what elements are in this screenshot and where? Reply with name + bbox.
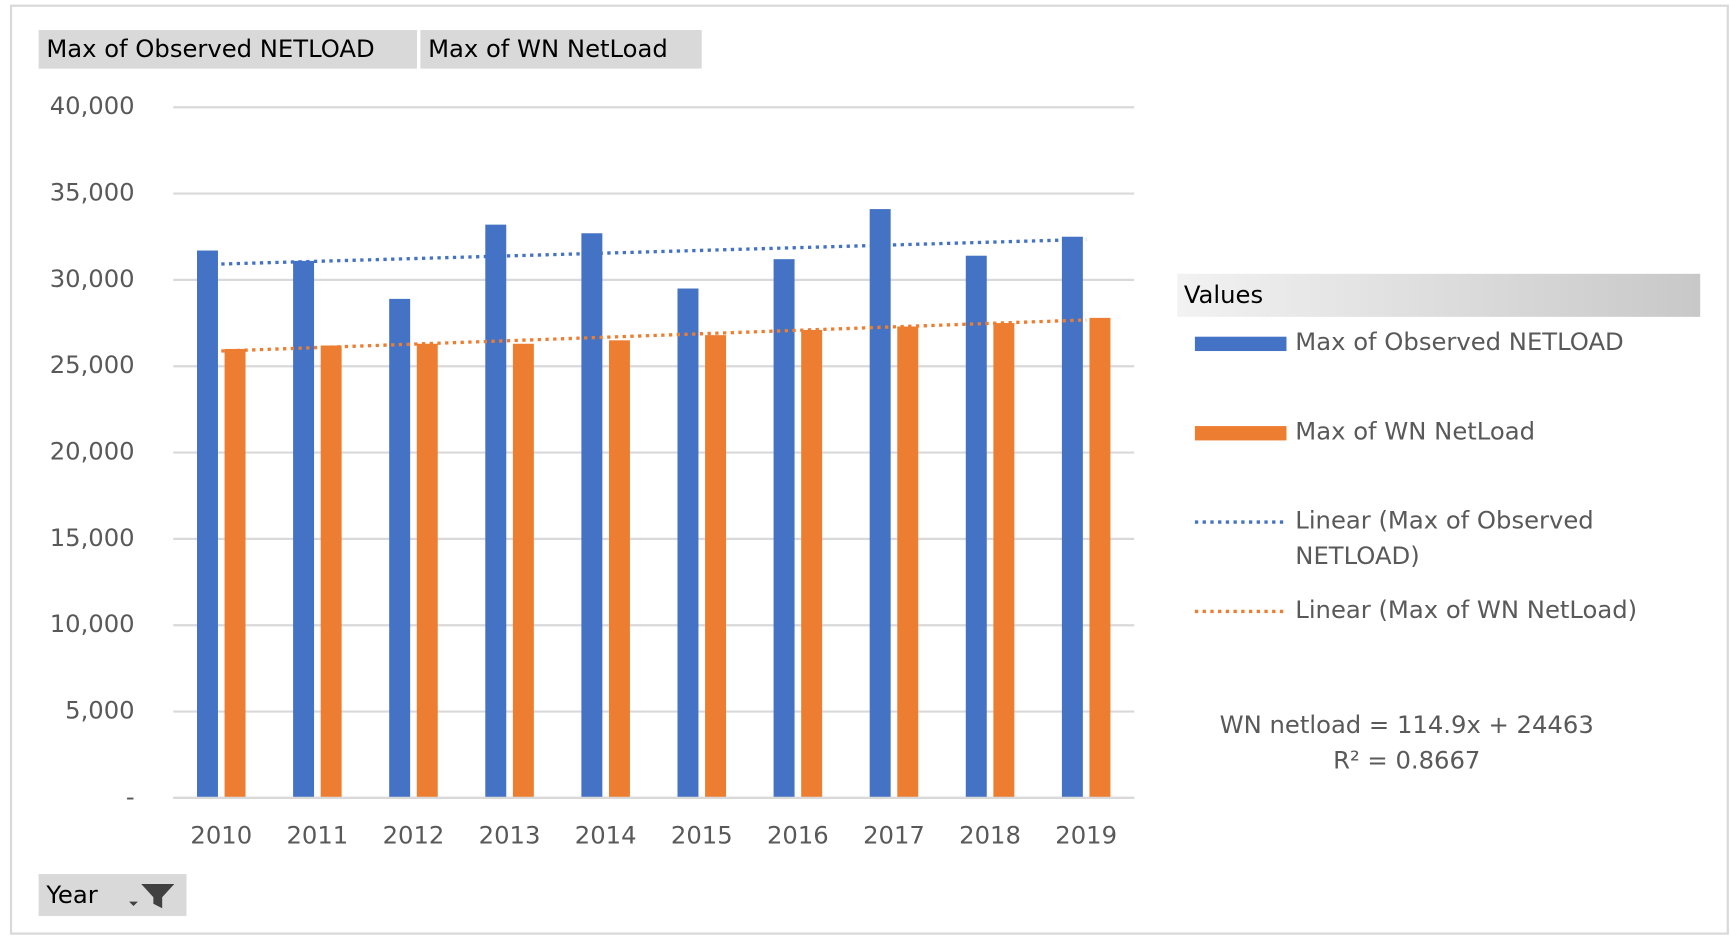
x-tick-label: 2013 bbox=[479, 821, 541, 850]
y-tick-label: 35,000 bbox=[50, 178, 135, 207]
bar bbox=[224, 348, 246, 798]
dropdown-icon bbox=[129, 901, 138, 907]
legend-label: Max of Observed NETLOAD bbox=[1295, 328, 1624, 357]
legend-title: Values bbox=[1184, 280, 1263, 309]
x-tick-label: 2015 bbox=[671, 821, 733, 850]
annotation: WN netload = 114.9x + 24463 bbox=[1220, 710, 1594, 739]
field-button[interactable]: Max of Observed NETLOAD bbox=[38, 29, 418, 69]
x-tick-label: 2014 bbox=[575, 821, 637, 850]
legend-label: Linear (Max of WN NetLoad) bbox=[1295, 597, 1638, 625]
bar bbox=[485, 224, 507, 798]
bar bbox=[196, 250, 218, 798]
bar bbox=[993, 323, 1015, 798]
y-tick-label: - bbox=[126, 782, 135, 811]
annotation: R² = 0.8667 bbox=[1333, 745, 1480, 774]
x-tick-label: 2016 bbox=[767, 821, 829, 850]
trendline bbox=[221, 237, 1087, 266]
bar bbox=[965, 255, 987, 798]
y-tick-label: 10,000 bbox=[50, 609, 135, 638]
x-tick-label: 2018 bbox=[959, 821, 1021, 850]
y-tick-label: 20,000 bbox=[50, 437, 135, 466]
bar bbox=[293, 260, 315, 798]
x-tick-label: 2019 bbox=[1055, 821, 1117, 850]
y-tick-label: 30,000 bbox=[50, 264, 135, 293]
bar bbox=[416, 343, 438, 798]
bar bbox=[801, 329, 823, 798]
y-tick-label: 5,000 bbox=[65, 696, 134, 725]
trendline bbox=[221, 318, 1087, 353]
field-button[interactable]: Max of WN NetLoad bbox=[420, 29, 702, 69]
legend-label: Max of WN NetLoad bbox=[1295, 418, 1536, 446]
y-tick-label: 25,000 bbox=[50, 350, 135, 379]
button-bg bbox=[420, 29, 702, 69]
button-bg bbox=[38, 29, 418, 69]
button-label: Year bbox=[45, 880, 97, 909]
legend-label-box: Linear (Max of Observed NETLOAD) bbox=[1295, 507, 1594, 571]
bar bbox=[320, 345, 342, 798]
bar bbox=[512, 343, 534, 798]
x-tick-label: 2011 bbox=[286, 821, 348, 850]
button-label: Max of WN NetLoad bbox=[428, 34, 668, 63]
bar bbox=[608, 340, 630, 798]
bar bbox=[677, 288, 699, 798]
x-tick-label: 2012 bbox=[383, 821, 445, 850]
bar bbox=[897, 326, 919, 798]
legend-label-box: Max of WN NetLoad bbox=[1295, 418, 1536, 446]
bar bbox=[869, 209, 891, 798]
legend-swatch bbox=[1194, 336, 1287, 352]
x-tick-label: 2010 bbox=[190, 821, 252, 850]
bar bbox=[1089, 317, 1111, 798]
bar bbox=[705, 335, 727, 798]
legend-header bbox=[1177, 273, 1701, 317]
x-tick-label: 2017 bbox=[863, 821, 925, 850]
button-label: Max of Observed NETLOAD bbox=[46, 34, 374, 63]
legend-label: Linear (Max of Observed NETLOAD) bbox=[1295, 507, 1594, 571]
axis-button[interactable]: Year bbox=[38, 874, 187, 916]
bar bbox=[389, 298, 411, 798]
filter-icon bbox=[141, 883, 175, 909]
y-tick-label: 40,000 bbox=[50, 91, 135, 120]
bar bbox=[1061, 236, 1083, 798]
bar bbox=[773, 259, 795, 798]
bar bbox=[581, 233, 603, 798]
y-tick-label: 15,000 bbox=[50, 523, 135, 552]
legend-label-box: Linear (Max of WN NetLoad) bbox=[1295, 597, 1638, 625]
legend-swatch bbox=[1194, 426, 1287, 441]
legend-label-box: Max of Observed NETLOAD bbox=[1295, 328, 1624, 357]
